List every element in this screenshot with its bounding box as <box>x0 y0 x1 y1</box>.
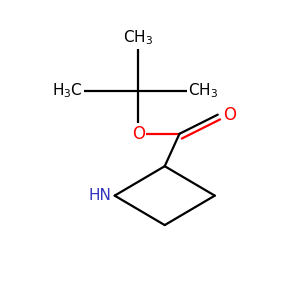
Text: O: O <box>223 106 236 124</box>
Text: H$_3$C: H$_3$C <box>52 82 83 100</box>
Text: O: O <box>132 125 145 143</box>
Text: CH$_3$: CH$_3$ <box>188 82 218 100</box>
Text: CH$_3$: CH$_3$ <box>123 29 153 47</box>
Text: HN: HN <box>88 188 111 203</box>
